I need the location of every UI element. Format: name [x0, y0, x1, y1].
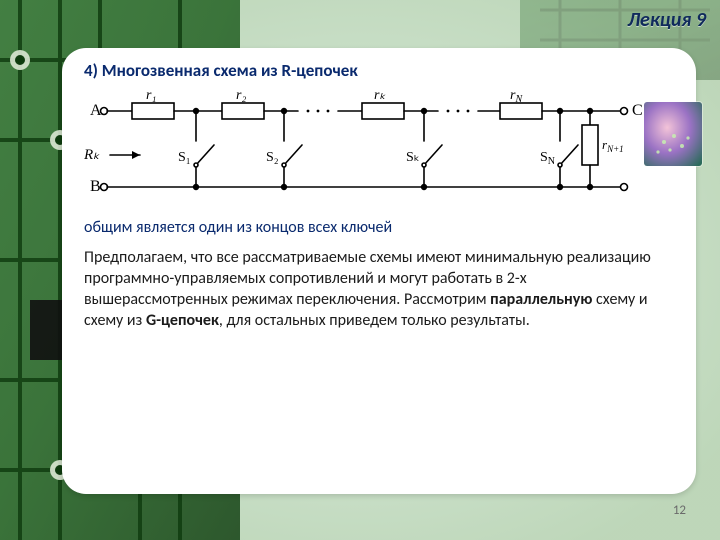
body-text: Предполагаем, что все рассматриваемые сх…	[84, 247, 674, 331]
section-title: 4) Многозвенная схема из R-цепочек	[84, 60, 674, 81]
svg-text:rₖ: rₖ	[374, 88, 386, 103]
lecture-title: Лекция 9	[627, 8, 706, 32]
svg-text:S₁: S₁	[178, 150, 191, 165]
svg-text:Sₖ: Sₖ	[406, 150, 420, 165]
svg-text:SN: SN	[540, 150, 555, 167]
circuit-caption: общим является один из концов всех ключе…	[84, 218, 674, 237]
svg-text:A: A	[90, 102, 102, 119]
page-number: 12	[673, 503, 686, 518]
svg-text:rN+1: rN+1	[602, 137, 624, 154]
svg-text:B: B	[90, 178, 101, 195]
svg-text:Rₖ: Rₖ	[84, 147, 100, 163]
svg-text:rN: rN	[510, 88, 523, 105]
svg-text:C: C	[632, 102, 643, 119]
svg-text:r₁: r₁	[146, 88, 156, 103]
body-bold2: G-цепочек	[146, 311, 219, 330]
circuit-diagram: A r₁ r₂ rₖ	[84, 87, 674, 212]
body-bold1: параллельную	[490, 290, 592, 309]
side-thumbnail	[644, 102, 702, 166]
content-card: 4) Многозвенная схема из R-цепочек A r₁ …	[62, 48, 696, 494]
title-band: Лекция 9	[0, 0, 720, 40]
svg-text:r₂: r₂	[236, 88, 246, 103]
svg-text:S₂: S₂	[266, 150, 279, 165]
body-post: , для остальных приведем только результа…	[219, 311, 530, 330]
